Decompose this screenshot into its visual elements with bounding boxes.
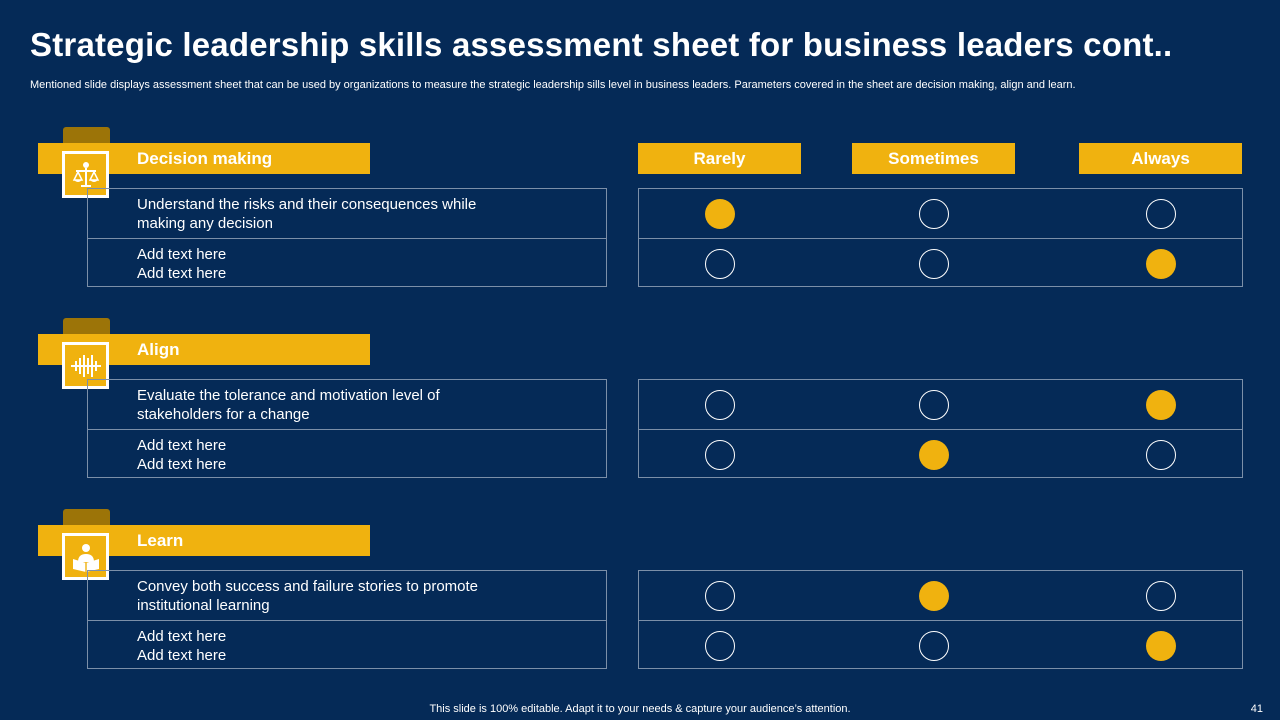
section-label: Decision making	[137, 149, 273, 168]
rating-dot-always[interactable]	[1146, 580, 1176, 611]
rating-dot-rarely[interactable]	[705, 198, 735, 229]
rating-dot-sometimes[interactable]	[919, 439, 949, 470]
section-align: Align Evaluate the tolerance and motivat…	[0, 318, 1280, 488]
rating-dot-rarely[interactable]	[705, 439, 735, 470]
table-row: Understand the risks and their consequen…	[88, 189, 606, 238]
rating-dot-rarely[interactable]	[705, 389, 735, 420]
table-row: Add text here Add text here	[88, 238, 606, 288]
slide-subtitle: Mentioned slide displays assessment shee…	[30, 79, 1076, 91]
rating-row	[639, 189, 1242, 238]
rating-row	[639, 238, 1242, 288]
rating-row	[639, 571, 1242, 620]
column-header-always: Always	[1079, 143, 1242, 174]
statement-table: Understand the risks and their consequen…	[87, 188, 607, 287]
section-label: Align	[137, 340, 180, 359]
section-learn: Learn Convey both success and failure st…	[0, 509, 1280, 679]
statement-text: Understand the risks and their consequen…	[137, 195, 477, 232]
scales-icon	[62, 151, 109, 198]
table-row: Add text here Add text here	[88, 429, 606, 479]
rating-dot-sometimes[interactable]	[919, 580, 949, 611]
rating-table	[638, 379, 1243, 478]
rating-table	[638, 188, 1243, 287]
slide-title: Strategic leadership skills assessment s…	[30, 26, 1173, 63]
statement-text: Convey both success and failure stories …	[137, 577, 479, 614]
statement-table: Convey both success and failure stories …	[87, 570, 607, 669]
statement-text: Evaluate the tolerance and motivation le…	[137, 386, 440, 423]
rating-dot-always[interactable]	[1146, 198, 1176, 229]
rating-dot-always[interactable]	[1146, 439, 1176, 470]
align-bars-icon	[62, 342, 109, 389]
rating-dot-sometimes[interactable]	[919, 198, 949, 229]
rating-dot-always[interactable]	[1146, 389, 1176, 420]
rating-dot-always[interactable]	[1146, 248, 1176, 279]
rating-dot-rarely[interactable]	[705, 630, 735, 661]
column-header-sometimes: Sometimes	[852, 143, 1015, 174]
reader-book-icon	[62, 533, 109, 580]
table-row: Add text here Add text here	[88, 620, 606, 670]
rating-dot-sometimes[interactable]	[919, 630, 949, 661]
section-label: Learn	[137, 531, 184, 550]
table-row: Evaluate the tolerance and motivation le…	[88, 380, 606, 429]
rating-dot-always[interactable]	[1146, 630, 1176, 661]
rating-dot-rarely[interactable]	[705, 248, 735, 279]
rating-dot-sometimes[interactable]	[919, 389, 949, 420]
column-header-rarely: Rarely	[638, 143, 801, 174]
rating-table	[638, 570, 1243, 669]
statement-table: Evaluate the tolerance and motivation le…	[87, 379, 607, 478]
page-number: 41	[1250, 703, 1263, 715]
table-row: Convey both success and failure stories …	[88, 571, 606, 620]
rating-dot-sometimes[interactable]	[919, 248, 949, 279]
section-tab	[63, 509, 110, 529]
rating-row	[639, 620, 1242, 670]
statement-text: Add text here Add text here	[137, 436, 227, 473]
section-decision-making: Decision making Understand the risks and…	[0, 127, 1280, 297]
section-tab	[63, 127, 110, 147]
section-tab	[63, 318, 110, 338]
statement-text: Add text here Add text here	[137, 245, 227, 282]
rating-row	[639, 429, 1242, 479]
slide-footer: This slide is 100% editable. Adapt it to…	[429, 703, 851, 715]
statement-text: Add text here Add text here	[137, 627, 227, 664]
rating-row	[639, 380, 1242, 429]
rating-dot-rarely[interactable]	[705, 580, 735, 611]
